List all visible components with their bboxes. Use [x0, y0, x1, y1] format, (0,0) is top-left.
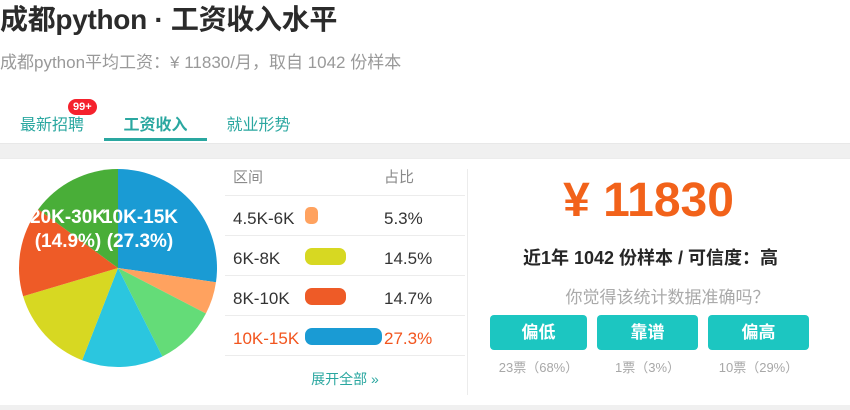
- svg-text:10K-15K: 10K-15K: [102, 207, 178, 228]
- svg-text:(14.9%): (14.9%): [35, 231, 102, 252]
- svg-text:(27.3%): (27.3%): [107, 231, 174, 252]
- svg-text:20K-30K: 20K-30K: [30, 207, 106, 228]
